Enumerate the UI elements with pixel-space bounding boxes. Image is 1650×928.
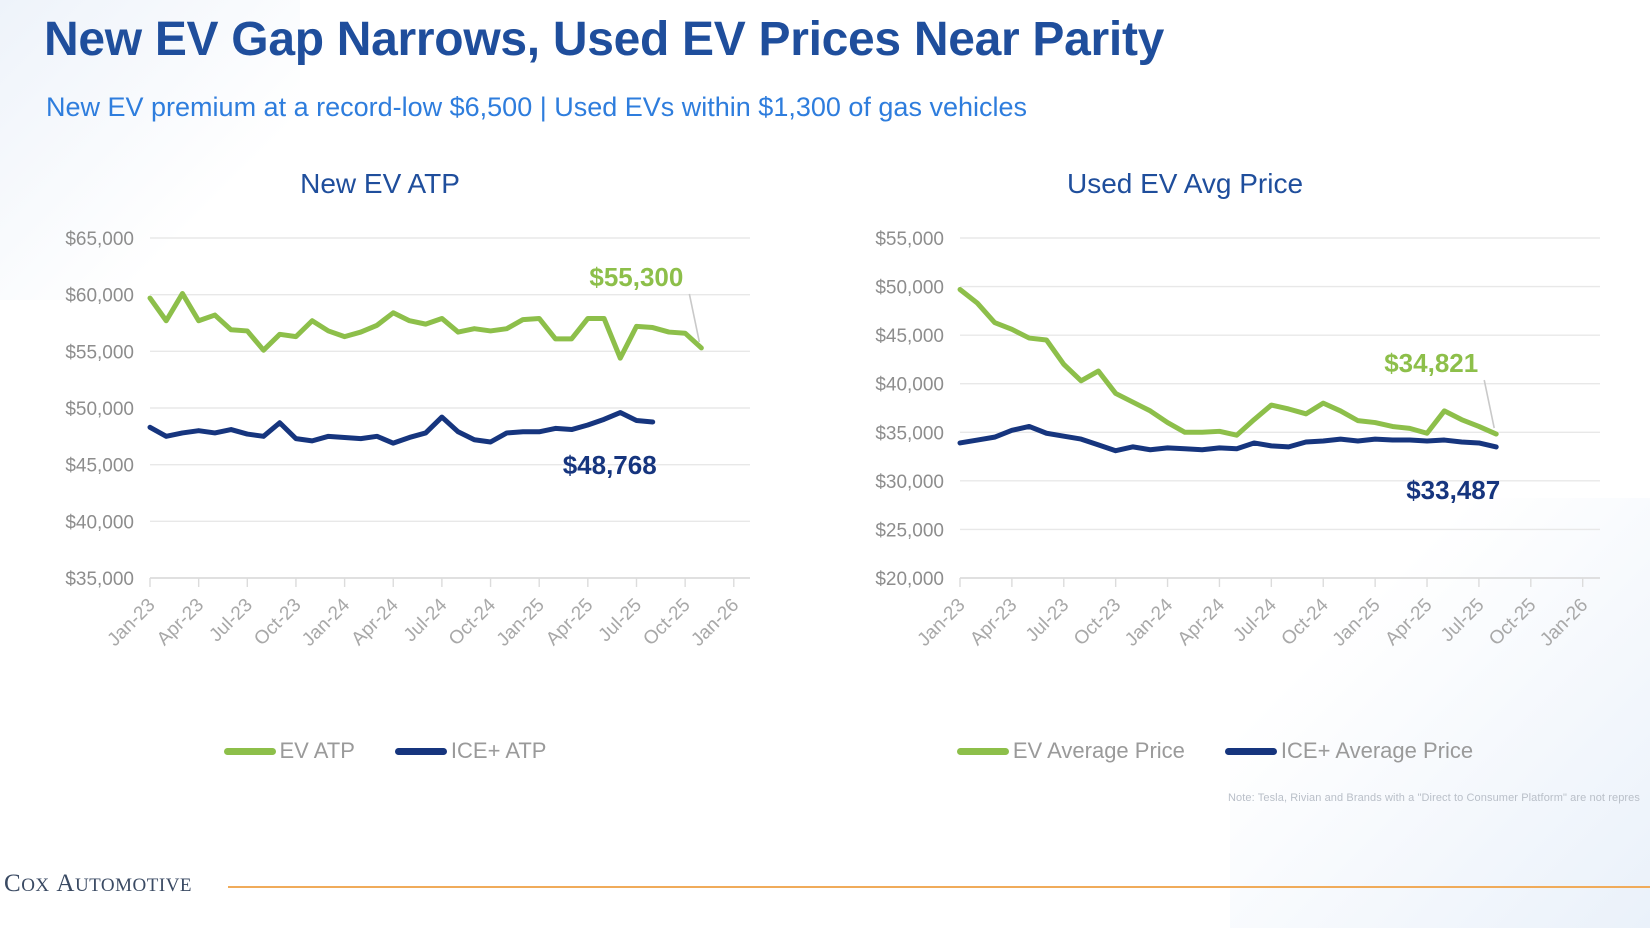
x-axis-tick-label: Jan-24 (1121, 594, 1177, 650)
y-axis-tick-label: $50,000 (65, 399, 134, 420)
x-axis-tick-label: Apr-23 (153, 595, 208, 650)
series-line-green (147, 291, 704, 361)
x-axis-tick-label: Jan-25 (1329, 595, 1385, 651)
x-axis-tick-label: Jul-25 (1437, 595, 1488, 646)
legend-swatch-green (956, 747, 1009, 755)
y-axis-tick-label: $30,000 (875, 472, 944, 493)
chart-footnote: Note: Tesla, Rivian and Brands with a "D… (1228, 792, 1640, 804)
y-axis-tick-label: $25,000 (875, 520, 944, 541)
y-axis-tick-label: $40,000 (65, 512, 134, 533)
x-axis-tick-label: Oct-25 (1485, 595, 1540, 650)
y-axis-tick-label: $50,000 (875, 278, 944, 299)
logo-text-utomotive: UTOMOTIVE (74, 875, 193, 896)
logo-text-ox: OX (21, 875, 50, 896)
x-axis-tick-label: Jul-23 (205, 595, 256, 646)
y-axis-tick-label: $45,000 (875, 326, 944, 347)
x-axis-tick-label: Jan-26 (687, 595, 743, 651)
data-label-green: $55,300 (589, 262, 683, 292)
x-axis-tick-label: Jul-25 (595, 595, 646, 646)
legend-swatch-green (223, 747, 276, 755)
footer: COX AUTOMOTIVE (0, 866, 1650, 922)
y-axis-tick-label: $55,000 (875, 229, 944, 250)
series-line-blue (147, 410, 656, 446)
y-axis-tick-label: $60,000 (65, 286, 134, 307)
chart-title-used-ev-avg-price: Used EV Avg Price (1066, 168, 1304, 199)
x-axis-tick-label: Apr-24 (1174, 594, 1229, 649)
series-line-green (957, 286, 1499, 438)
y-axis-tick-label: $65,000 (65, 229, 134, 250)
page-subtitle: New EV premium at a record-low $6,500 | … (46, 92, 1027, 122)
series-line-blue (957, 423, 1499, 454)
x-axis-tick-label: Jan-26 (1536, 595, 1592, 651)
line-chart-new-ev-atp: $35,000 $40,000 $45,000 $50,000 $55,000 $60,0… (65, 229, 750, 651)
x-axis-tick-label: Oct-25 (639, 595, 694, 650)
x-axis-tick-label: Jan-24 (298, 594, 354, 650)
plot-area-new-ev-atp: $35,000 $40,000 $45,000 $50,000 $55,000 $60,0… (20, 218, 810, 718)
chart-title-new-ev-atp: New EV ATP (300, 168, 460, 199)
footer-divider (228, 886, 1650, 888)
chart-panel-new-ev-atp: New EV ATP $35,000 $40,000 $45,000 $50,000 $… (20, 160, 810, 860)
legend-label-ice-average-price: ICE+ Average Price (1280, 738, 1474, 763)
page-title: New EV Gap Narrows, Used EV Prices Near … (44, 13, 1165, 66)
x-axis-tick-label: Oct-24 (445, 594, 500, 649)
legend-label-ev-atp: EV ATP (279, 738, 355, 763)
x-axis-tick-label: Jul-24 (1229, 594, 1281, 646)
x-axis-tick-label: Apr-25 (542, 595, 597, 650)
legend-new-ev-atp: EV ATP ICE+ ATP (20, 738, 810, 764)
y-axis-tick-label: $35,000 (875, 423, 944, 444)
legend-item-ev-atp[interactable]: EV ATP (223, 738, 355, 764)
x-axis-tick-label: Jul-24 (400, 594, 452, 646)
data-label-green: $34,821 (1384, 348, 1478, 378)
legend-label-ev-average-price: EV Average Price (1012, 738, 1185, 763)
x-axis-tick-label: Apr-23 (966, 595, 1021, 650)
x-axis-tick-label: Jan-23 (914, 595, 970, 651)
logo-text-cap-a: A (56, 870, 75, 897)
x-axis-tick-label: Apr-25 (1381, 595, 1436, 650)
cox-automotive-logo: COX AUTOMOTIVE (4, 870, 192, 898)
legend-item-ice-atp[interactable]: ICE+ ATP (394, 738, 547, 764)
y-axis-tick-label: $40,000 (875, 375, 944, 396)
x-axis-tick-label: Apr-24 (348, 594, 403, 649)
x-axis-tick-label: Oct-24 (1278, 594, 1333, 649)
legend-swatch-blue (1224, 747, 1277, 755)
y-axis-tick-label: $20,000 (875, 569, 944, 590)
x-axis-tick-label: Oct-23 (250, 595, 305, 650)
y-axis-tick-label: $55,000 (65, 342, 134, 363)
data-label-blue: $48,768 (563, 450, 657, 480)
chart-panel-used-ev-avg-price: Used EV Avg Price $20,000 $25,000 $30,000 $… (810, 160, 1640, 860)
y-axis-tick-label: $35,000 (65, 569, 134, 590)
x-axis-tick-label: Jan-23 (104, 595, 160, 651)
plot-area-used-ev-avg-price: $20,000 $25,000 $30,000 $35,000 $40,000 $45,0… (810, 218, 1640, 718)
y-axis-tick-label: $45,000 (65, 456, 134, 477)
x-axis-tick-label: Oct-23 (1070, 595, 1125, 650)
logo-text-cap-c: C (4, 870, 22, 897)
legend-item-ice-average-price[interactable]: ICE+ Average Price (1224, 738, 1474, 764)
x-axis-tick-label: Jan-25 (493, 595, 549, 651)
legend-item-ev-average-price[interactable]: EV Average Price (956, 738, 1185, 764)
data-label-blue: $33,487 (1406, 475, 1500, 505)
line-chart-used-ev-avg-price: $20,000 $25,000 $30,000 $35,000 $40,000 $45,0… (875, 229, 1600, 651)
legend-swatch-blue (394, 747, 447, 755)
x-axis-tick-label: Jul-23 (1022, 595, 1073, 646)
legend-used-ev-avg-price: EV Average Price ICE+ Average Price (810, 738, 1640, 764)
legend-label-ice-atp: ICE+ ATP (450, 738, 547, 763)
